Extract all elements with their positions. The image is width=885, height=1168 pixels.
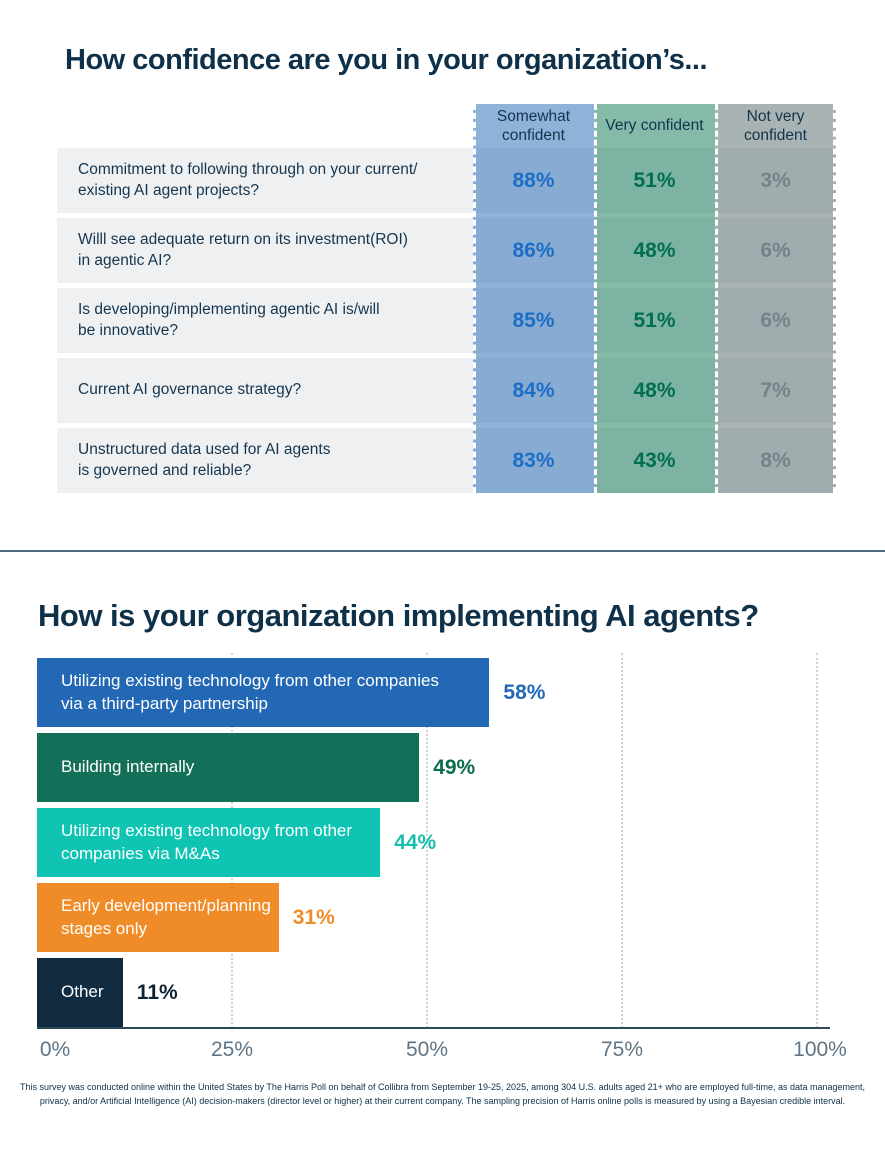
value-cell: 3% xyxy=(760,168,791,192)
bar-value: 11% xyxy=(136,980,178,1004)
bar-row: Building internally 49% xyxy=(37,733,847,802)
bar-value: 49% xyxy=(433,755,476,779)
x-axis-label-100: 100% xyxy=(793,1038,847,1061)
value-cell: 7% xyxy=(760,378,791,402)
value-cell: 8% xyxy=(760,448,791,472)
row-label: Commitment to following through on your … xyxy=(78,160,418,199)
value-cell: 48% xyxy=(633,238,676,262)
value-cell: 83% xyxy=(512,448,555,472)
bar-label: Early development/planning stages only xyxy=(61,896,271,938)
value-cell: 6% xyxy=(760,238,791,262)
bar-row: Other 11% xyxy=(37,958,847,1027)
value-cell: 48% xyxy=(633,378,676,402)
x-axis-label-25: 25% xyxy=(210,1038,254,1061)
bar-row: Utilizing existing technology from other… xyxy=(37,658,847,727)
bar-row: Utilizing existing technology from other… xyxy=(37,808,847,877)
implementation-bar-chart: Utilizing existing technology from other… xyxy=(37,653,847,1065)
column-overlay-not-very-confident xyxy=(715,104,836,493)
x-axis-label-75: 75% xyxy=(600,1038,644,1061)
gridline-100 xyxy=(816,653,818,1028)
bar-label: Utilizing existing technology from other… xyxy=(61,821,353,863)
bar-value: 31% xyxy=(292,905,335,929)
bar-row: Early development/planning stages only 3… xyxy=(37,883,847,952)
bars: Utilizing existing technology from other… xyxy=(37,653,847,1027)
footer-note: This survey was conducted online within … xyxy=(19,1082,866,1106)
value-cell: 6% xyxy=(760,308,791,332)
column-overlay-very-confident xyxy=(594,104,715,493)
value-cell: 84% xyxy=(512,378,555,402)
column-overlay-somewhat-confident xyxy=(473,104,594,493)
x-axis-label-50: 50% xyxy=(405,1038,449,1061)
value-cell: 51% xyxy=(633,308,676,332)
bar-early-development: Early development/planning stages only xyxy=(37,883,279,952)
gridline-50 xyxy=(426,653,428,1028)
x-axis-line xyxy=(37,1027,830,1029)
bar-label: Other xyxy=(61,982,104,1002)
confidence-title: How confidence are you in your organizat… xyxy=(65,44,708,76)
bar-value: 44% xyxy=(394,830,437,854)
column-header-not-very-confident: Not very confident xyxy=(744,107,807,144)
bar-mergers-acquisitions: Utilizing existing technology from other… xyxy=(37,808,381,877)
bar-label: Building internally xyxy=(61,757,195,777)
value-cell: 43% xyxy=(633,448,676,472)
bar-label: Utilizing existing technology from other… xyxy=(61,671,439,713)
confidence-table: Somewhat confident Very confident Not ve… xyxy=(57,104,836,493)
table-header-row: Somewhat confident Very confident Not ve… xyxy=(57,104,836,148)
row-label: Current AI governance strategy? xyxy=(78,381,302,399)
column-header-very-confident: Very confident xyxy=(605,117,704,135)
header-spacer xyxy=(57,104,473,148)
bar-other: Other xyxy=(37,958,123,1027)
row-label: Unstructured data used for AI agents is … xyxy=(78,440,331,479)
row-label: Willl see adequate return on its investm… xyxy=(78,230,408,269)
value-cell: 88% xyxy=(512,168,555,192)
value-cell: 86% xyxy=(512,238,555,262)
column-header-somewhat-confident: Somewhat confident xyxy=(496,107,571,144)
value-cell: 85% xyxy=(512,308,555,332)
section-divider xyxy=(0,550,885,552)
x-axis-label-0: 0% xyxy=(39,1038,71,1061)
bar-value: 58% xyxy=(503,680,546,704)
gridline-75 xyxy=(621,653,623,1028)
bar-third-party-partnership: Utilizing existing technology from other… xyxy=(37,658,490,727)
implementation-title: How is your organization implementing AI… xyxy=(38,598,759,633)
bar-building-internally: Building internally xyxy=(37,733,420,802)
value-cell: 51% xyxy=(633,168,676,192)
row-label: Is developing/implementing agentic AI is… xyxy=(78,300,380,339)
